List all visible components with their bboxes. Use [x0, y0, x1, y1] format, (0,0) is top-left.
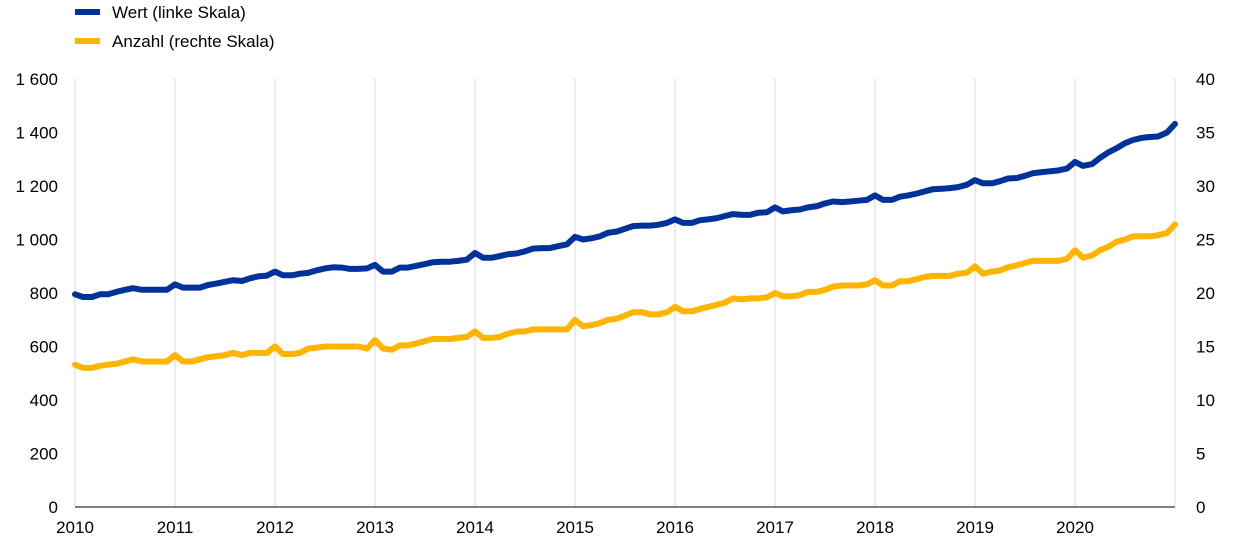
series-line-wert: [72, 120, 1178, 300]
legend-label-wert: Wert (linke Skala): [112, 3, 246, 22]
right-y-tick-label: 30: [1196, 177, 1215, 196]
x-tick-label: 2011: [157, 518, 194, 537]
left-y-tick-label: 1 000: [15, 231, 58, 250]
series-line-anzahl: [72, 221, 1178, 371]
left-y-tick-label: 1 600: [15, 70, 58, 89]
right-y-tick-label: 35: [1196, 124, 1215, 143]
x-tick-label: 2020: [1056, 518, 1094, 537]
right-y-tick-label: 25: [1196, 231, 1215, 250]
right-y-tick-label: 0: [1196, 498, 1205, 517]
right-y-tick-label: 40: [1196, 70, 1215, 89]
x-tick-label: 2013: [356, 518, 394, 537]
x-tick-label: 2019: [956, 518, 994, 537]
x-tick-label: 2016: [656, 518, 694, 537]
legend-label-anzahl: Anzahl (rechte Skala): [112, 32, 275, 51]
right-y-tick-label: 5: [1196, 445, 1205, 464]
right-y-tick-label: 15: [1196, 338, 1215, 357]
x-axis-ticks: 2010 2011 2012 2013 2014 2015 2016 2017 2018 2019…: [56, 518, 1094, 537]
left-y-tick-label: 0: [49, 498, 58, 517]
right-y-axis-ticks: 0 5 10 15 20 25 30 35 40: [1196, 70, 1215, 517]
left-y-tick-label: 1 400: [15, 124, 58, 143]
x-tick-label: 2018: [856, 518, 894, 537]
x-tick-label: 2017: [756, 518, 794, 537]
x-tick-label: 2010: [56, 518, 94, 537]
right-y-tick-label: 10: [1196, 391, 1215, 410]
left-y-tick-label: 600: [30, 338, 58, 357]
right-y-tick-label: 20: [1196, 284, 1215, 303]
x-tick-label: 2012: [256, 518, 294, 537]
left-y-axis-ticks: 0 200 400 600 800 1 000 1 200 1 400 1 600: [15, 70, 58, 517]
x-tick-label: 2014: [456, 518, 494, 537]
left-y-tick-label: 200: [30, 445, 58, 464]
x-tick-label: 2015: [556, 518, 594, 537]
series-layer: [72, 120, 1178, 371]
left-y-tick-label: 400: [30, 391, 58, 410]
vertical-gridlines: [74, 79, 1176, 507]
left-y-tick-label: 1 200: [15, 177, 58, 196]
legend: Wert (linke Skala) Anzahl (rechte Skala): [75, 3, 275, 51]
left-y-tick-label: 800: [30, 284, 58, 303]
